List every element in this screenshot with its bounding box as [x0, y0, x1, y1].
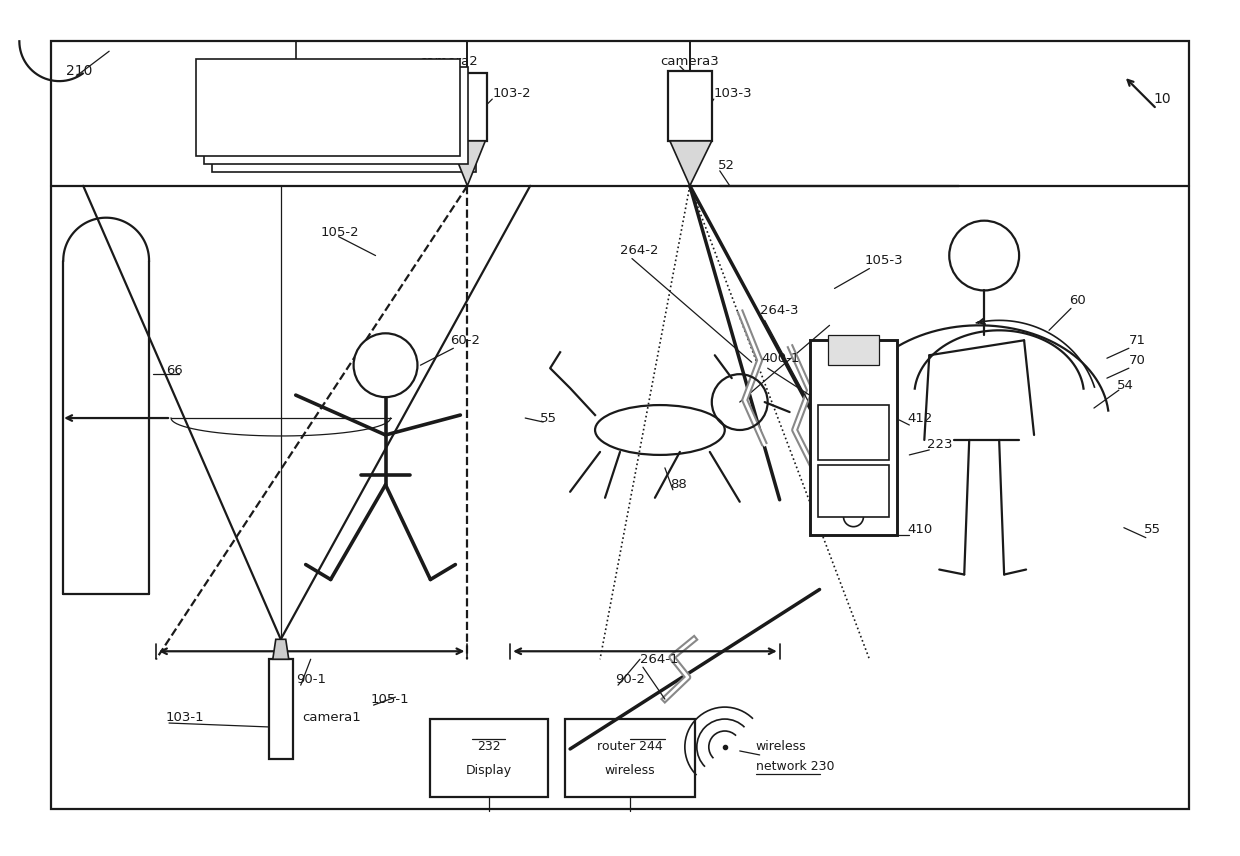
Bar [430, 719, 548, 797]
Text: 264-2: 264-2 [620, 244, 658, 257]
Text: 105-2: 105-2 [321, 226, 360, 239]
Text: 88: 88 [670, 479, 687, 491]
Bar [810, 341, 898, 535]
Polygon shape [449, 141, 485, 186]
Text: 90-2: 90-2 [615, 673, 645, 686]
Text: 71: 71 [1128, 334, 1146, 347]
Polygon shape [670, 141, 712, 186]
Bar [827, 336, 879, 366]
Text: wireless: wireless [755, 740, 806, 753]
Text: 105-3: 105-3 [864, 254, 903, 267]
Text: 105-1: 105-1 [371, 693, 409, 705]
Text: 60-2: 60-2 [450, 334, 480, 347]
Text: 90-1: 90-1 [295, 673, 326, 686]
Text: 223: 223 [928, 438, 952, 451]
Circle shape [353, 333, 418, 397]
Bar [565, 719, 694, 797]
Bar [51, 41, 1189, 809]
Text: 103-1: 103-1 [166, 710, 205, 723]
Text: 180: 180 [842, 473, 864, 486]
Text: 103-2: 103-2 [492, 86, 531, 99]
Bar [269, 659, 293, 759]
Polygon shape [273, 639, 289, 659]
Bar [212, 75, 476, 172]
Text: network 230: network 230 [755, 760, 835, 774]
Text: 55: 55 [541, 412, 557, 425]
Text: 410: 410 [908, 523, 932, 536]
Text: Network video recorder 228: Network video recorder 228 [206, 69, 381, 83]
Text: 54: 54 [1117, 378, 1133, 392]
Text: 55: 55 [1143, 523, 1161, 536]
Text: 210: 210 [66, 64, 93, 78]
Bar [203, 67, 469, 163]
Text: 418: 418 [842, 413, 864, 426]
Text: 264-3: 264-3 [760, 304, 799, 317]
Text: 264-1: 264-1 [640, 653, 678, 666]
Text: camera1: camera1 [303, 710, 362, 723]
Text: 60: 60 [1069, 294, 1086, 307]
Text: 66: 66 [166, 364, 182, 377]
Bar [196, 59, 460, 156]
Text: image data: image data [221, 106, 296, 120]
Text: camera2: camera2 [419, 55, 477, 68]
Text: map: map [841, 491, 867, 504]
Bar [448, 73, 487, 141]
Text: Display: Display [466, 764, 512, 777]
Text: 103-3: 103-3 [714, 86, 753, 99]
Text: grid: grid [842, 431, 866, 444]
Text: 10: 10 [1153, 92, 1172, 106]
Text: router 244: router 244 [598, 740, 663, 753]
Text: 232: 232 [477, 740, 501, 753]
Bar [817, 465, 889, 517]
Text: 52: 52 [718, 159, 735, 172]
Text: 250: 250 [306, 106, 331, 120]
Text: 400-1: 400-1 [761, 352, 800, 365]
Text: 70: 70 [1128, 354, 1146, 366]
Bar [817, 405, 889, 460]
Bar [668, 71, 712, 141]
Text: camera3: camera3 [660, 55, 719, 68]
Text: 412: 412 [908, 412, 932, 425]
Text: wireless: wireless [605, 764, 655, 777]
